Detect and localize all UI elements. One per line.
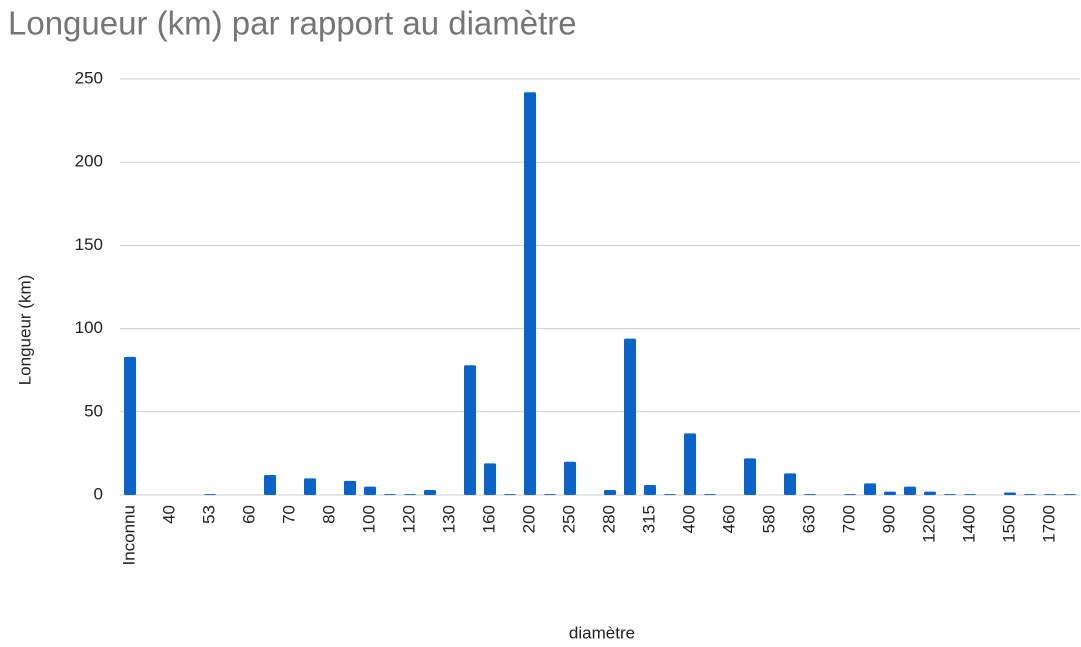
bar xyxy=(524,92,536,495)
x-tick-label: 130 xyxy=(439,505,458,533)
bar xyxy=(784,473,796,495)
y-tick-label: 250 xyxy=(75,68,103,87)
x-tick-label: 1700 xyxy=(1039,505,1058,543)
bar xyxy=(604,490,616,495)
x-tick-label: 900 xyxy=(879,505,898,533)
x-tick-label: 200 xyxy=(519,505,538,533)
bar xyxy=(924,491,936,495)
x-tick-label: 53 xyxy=(199,505,218,524)
bar xyxy=(404,494,416,495)
bar xyxy=(264,475,276,495)
x-tick-label: 1500 xyxy=(999,505,1018,543)
bar xyxy=(704,494,716,495)
x-tick-label: 70 xyxy=(279,505,298,524)
bar xyxy=(424,490,436,495)
bar xyxy=(124,356,136,495)
bar xyxy=(844,494,856,495)
bar xyxy=(1064,494,1076,495)
y-tick-label: 0 xyxy=(94,484,103,503)
x-tick-label: 1200 xyxy=(919,505,938,543)
bar xyxy=(384,494,396,495)
x-tick-label: 160 xyxy=(479,505,498,533)
y-tick-label: 50 xyxy=(84,401,103,420)
y-tick-label: 100 xyxy=(75,318,103,337)
bar xyxy=(204,494,216,495)
bar xyxy=(564,461,576,495)
bar xyxy=(964,494,976,495)
x-tick-label: 280 xyxy=(599,505,618,533)
x-tick-label: 580 xyxy=(759,505,778,533)
x-tick-label: 250 xyxy=(559,505,578,533)
x-tick-label: 120 xyxy=(399,505,418,533)
bar xyxy=(864,483,876,495)
bar xyxy=(624,338,636,495)
bar xyxy=(544,494,556,495)
bar xyxy=(804,494,816,495)
x-tick-label: 40 xyxy=(159,505,178,524)
bar xyxy=(1004,492,1016,495)
bar xyxy=(464,365,476,495)
bar xyxy=(744,458,756,495)
y-axis-label: Longueur (km) xyxy=(15,275,34,386)
x-tick-label: 460 xyxy=(719,505,738,533)
x-tick-label: 100 xyxy=(359,505,378,533)
x-tick-label: 700 xyxy=(839,505,858,533)
y-tick-label: 200 xyxy=(75,152,103,171)
x-tick-label: 80 xyxy=(319,505,338,524)
chart-title: Longueur (km) par rapport au diamètre xyxy=(8,5,577,42)
bar xyxy=(1024,494,1036,495)
x-tick-label: Inconnu xyxy=(119,505,138,566)
bar xyxy=(304,478,316,495)
bar xyxy=(684,433,696,495)
bar xyxy=(364,486,376,495)
bar xyxy=(884,491,896,495)
bar xyxy=(344,480,356,495)
x-tick-label: 630 xyxy=(799,505,818,533)
y-tick-label: 150 xyxy=(75,235,103,254)
x-tick-label: 60 xyxy=(239,505,258,524)
bar xyxy=(664,494,676,495)
bar xyxy=(904,486,916,495)
bar xyxy=(504,494,516,495)
bar xyxy=(944,494,956,495)
x-tick-label: 400 xyxy=(679,505,698,533)
bar xyxy=(1044,494,1056,495)
x-axis-label: diamètre xyxy=(569,623,635,642)
x-tick-label: 315 xyxy=(639,505,658,533)
bar xyxy=(484,463,496,495)
bar xyxy=(644,485,656,495)
x-tick-label: 1400 xyxy=(959,505,978,543)
